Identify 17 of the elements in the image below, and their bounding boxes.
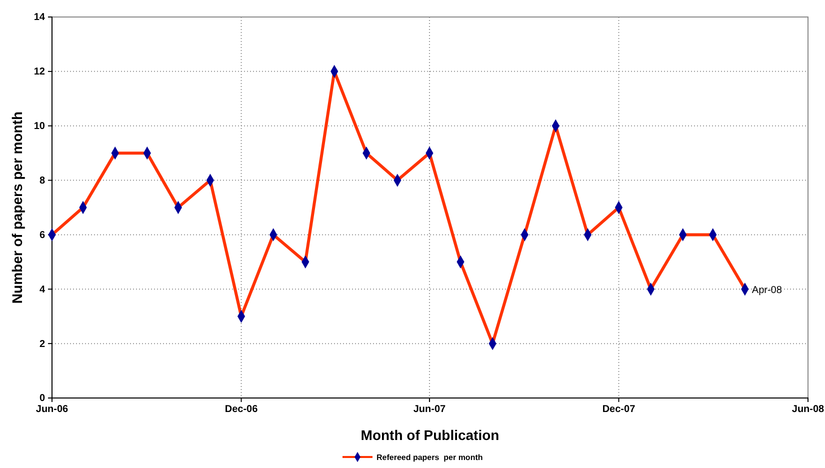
x-tick-label: Jun-07 [413,404,446,416]
annotation: Apr-08 [752,285,782,296]
y-axis-title: Number of papers per month [9,111,25,304]
y-tick-label: 12 [34,66,46,78]
y-tick-label: 10 [34,121,46,132]
x-axis-title: Month of Publication [360,427,500,443]
y-tick-label: 14 [34,12,46,24]
x-tick-label: Dec-06 [224,404,258,416]
x-tick-label: Jun-08 [792,404,825,416]
legend-label: Refereed papers per month [376,453,483,462]
x-tick-label: Jun-06 [36,404,69,416]
y-tick-label: 4 [39,284,46,296]
y-tick-label: 2 [39,338,46,350]
y-tick-label: 8 [39,175,46,186]
y-tick-label: 0 [39,393,46,404]
y-tick-label: 6 [39,230,46,241]
x-tick-label: Dec-07 [602,404,636,416]
